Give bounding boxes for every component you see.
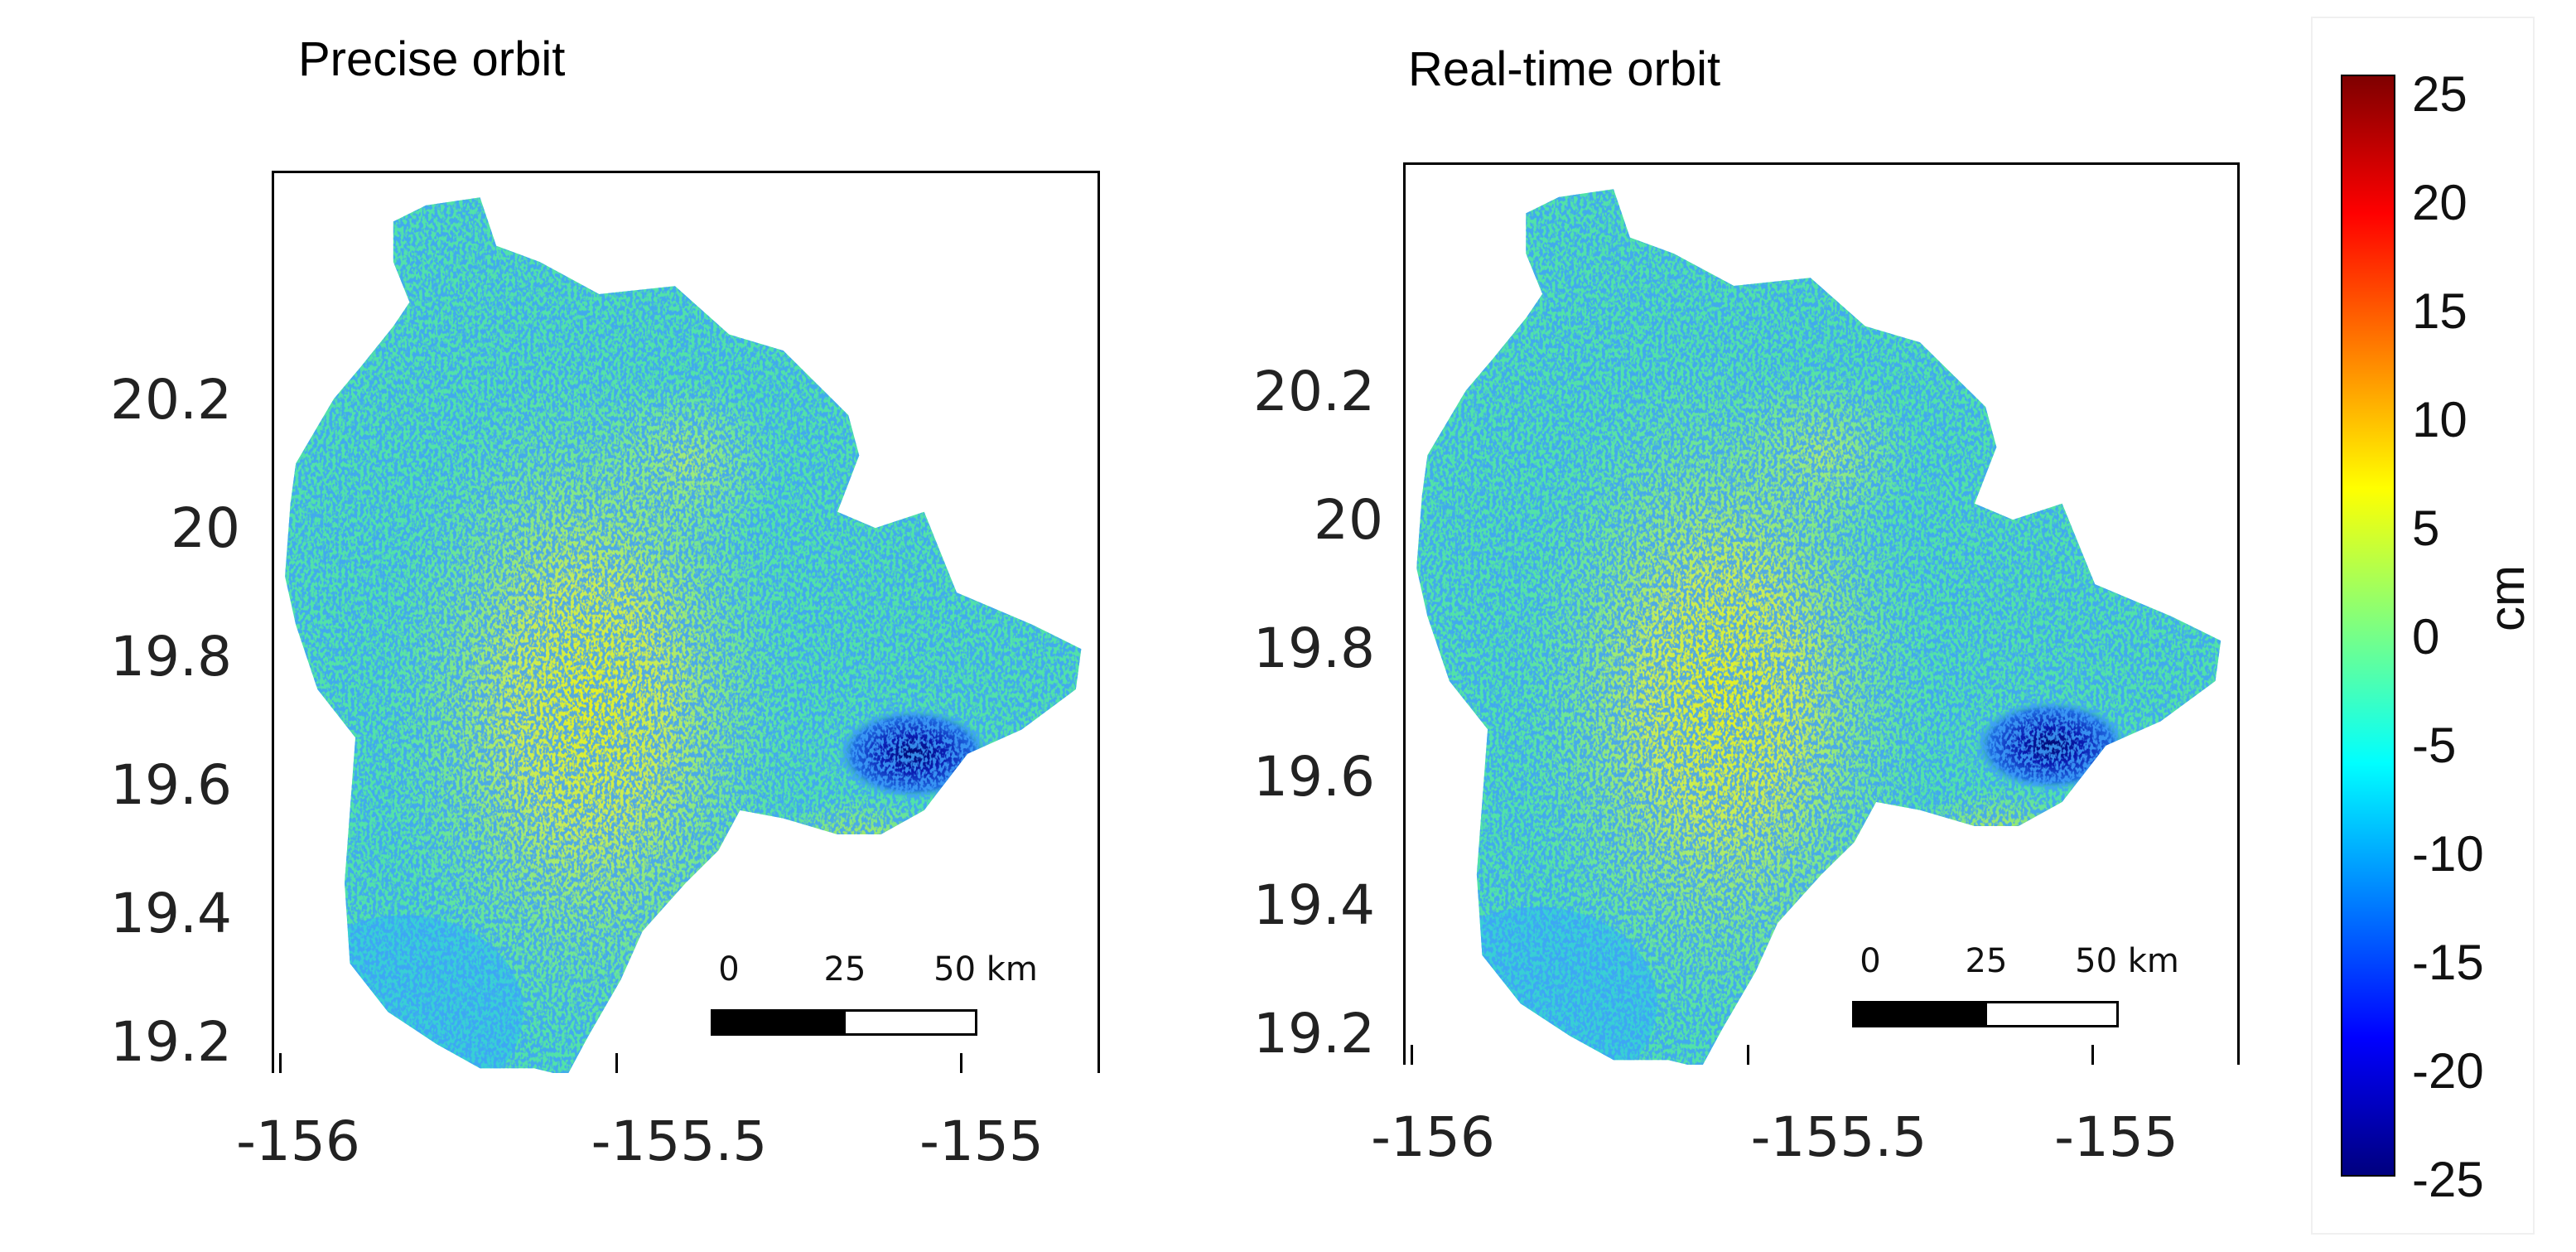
panel-1-map-frame: [272, 171, 1100, 1079]
scalebar-black-segment: [713, 1012, 846, 1033]
y-tick-label: 19.2: [1253, 1002, 1375, 1066]
colorbar-tick-label: 0: [2412, 609, 2440, 665]
y-tick-label: 19.4: [110, 882, 232, 945]
colorbar-tick-label: -20: [2412, 1043, 2484, 1099]
y-tick-label: 19.4: [1253, 873, 1375, 937]
panel-2-title: Real-time orbit: [1408, 42, 1721, 96]
x-tick-mark: [279, 1053, 282, 1076]
y-tick-label: 20: [1314, 488, 1383, 552]
y-tick-label: 20.2: [1253, 360, 1375, 423]
y-tick-label: 19.8: [1253, 616, 1375, 680]
y-tick-label: 19.6: [110, 753, 232, 817]
scalebar-label: 0: [718, 950, 740, 989]
x-tick-label: -155: [2054, 1105, 2178, 1169]
x-tick-label: -155: [919, 1109, 1044, 1173]
x-tick-label: -156: [1371, 1105, 1495, 1169]
x-tick-label: -156: [236, 1109, 360, 1173]
y-tick-label: 19.6: [1253, 745, 1375, 809]
scalebar-bar: [1852, 1001, 2119, 1027]
colorbar-tick-label: 10: [2412, 392, 2467, 447]
scalebar-label: 0: [1860, 942, 1881, 980]
x-tick-mark: [1747, 1045, 1749, 1068]
panel-1-deformation-map: [285, 197, 1082, 1076]
x-tick-mark: [960, 1053, 962, 1076]
y-tick-label: 20: [171, 496, 240, 560]
colorbar-tick-label: -10: [2412, 826, 2484, 882]
scalebar-bar: [711, 1009, 977, 1036]
panel-1-x-axis: -156 -155.5 -155: [133, 1073, 1110, 1197]
panel-1-title: Precise orbit: [298, 32, 566, 86]
colorbar-unit-label: cm: [2479, 565, 2535, 631]
panel-2-map-frame: [1403, 162, 2240, 1071]
colorbar-tick-label: 25: [2412, 66, 2467, 122]
scalebar-label: 50 km: [2075, 942, 2179, 980]
colorbar-tick-label: -15: [2412, 935, 2484, 990]
scalebar-label: 25: [823, 950, 866, 989]
colorbar-gradient: [2341, 75, 2395, 1177]
colorbar-container: 25 20 15 10 5 0 -5 -10 -15 -20 -25 cm: [2311, 17, 2535, 1235]
y-tick-label: 20.2: [110, 368, 232, 432]
x-tick-mark: [615, 1053, 618, 1076]
x-tick-label: -155.5: [591, 1109, 768, 1173]
scalebar-label: 25: [1965, 942, 2008, 980]
noise-speckle: [285, 197, 1082, 1076]
scalebar-black-segment: [1855, 1003, 1987, 1025]
colorbar-tick-label: 15: [2412, 283, 2467, 339]
colorbar-tick-label: 20: [2412, 175, 2467, 230]
colorbar-tick-label: -25: [2412, 1152, 2484, 1207]
x-tick-mark: [1411, 1045, 1413, 1068]
scalebar-label: 50 km: [933, 950, 1038, 989]
y-tick-label: 19.2: [110, 1010, 232, 1074]
colorbar-tick-label: -5: [2412, 718, 2457, 773]
panel-2-x-axis: -156 -155.5 -155: [1267, 1065, 2245, 1197]
panel-2-deformation-map: [1416, 189, 2221, 1068]
y-tick-label: 19.8: [110, 625, 232, 689]
colorbar-tick-label: 5: [2412, 500, 2440, 556]
x-tick-mark: [2091, 1045, 2094, 1068]
noise-speckle: [1416, 189, 2221, 1068]
x-tick-label: -155.5: [1750, 1105, 1927, 1169]
